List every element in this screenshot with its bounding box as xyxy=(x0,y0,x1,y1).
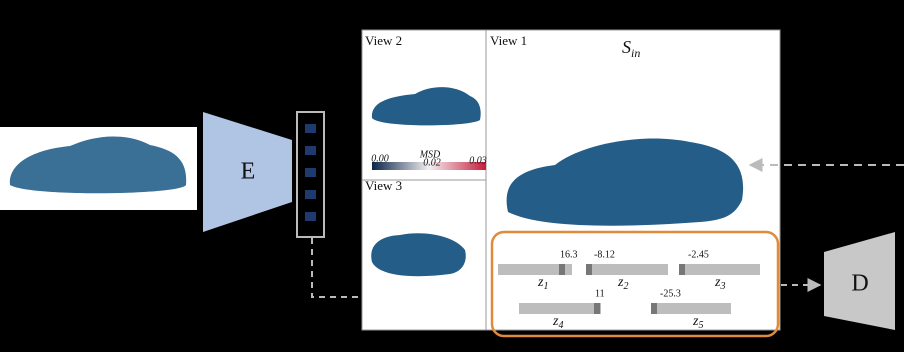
slider-handle xyxy=(586,264,592,275)
encoder-label: E xyxy=(241,159,256,185)
view-label: View 1 xyxy=(490,33,527,48)
slider-index: 3 xyxy=(719,281,725,292)
slider-track xyxy=(586,264,668,275)
slider-index: 2 xyxy=(623,281,628,292)
colorbar-tick: 0.00 xyxy=(371,153,389,164)
slider-track xyxy=(519,303,601,314)
slider-value: -8.12 xyxy=(594,249,615,260)
view-label: View 2 xyxy=(365,33,402,48)
slider-track xyxy=(679,264,760,275)
slider-index: 1 xyxy=(543,281,548,292)
colorbar-tick: 0.03 xyxy=(469,155,487,166)
slider-track xyxy=(651,303,731,314)
decoder-label: D xyxy=(851,271,868,297)
slider-handle xyxy=(651,303,657,314)
slider-value: -2.45 xyxy=(688,249,709,260)
slider-index: 4 xyxy=(558,320,563,331)
slider-value: 11 xyxy=(595,288,605,299)
slider-handle xyxy=(679,264,685,275)
view-label: View 3 xyxy=(365,178,402,193)
slider-index: 5 xyxy=(698,320,703,331)
slider-value: 16.3 xyxy=(560,249,578,260)
colorbar-tick: 0.02 xyxy=(423,157,441,168)
slider-handle xyxy=(594,303,600,314)
diagram: E View 2 MSD 0.00 0.02 0.03 View 3 View … xyxy=(0,0,904,352)
page: E View 2 MSD 0.00 0.02 0.03 View 3 View … xyxy=(0,0,904,352)
slider-handle xyxy=(559,264,565,275)
slider-value: -25.3 xyxy=(660,288,681,299)
